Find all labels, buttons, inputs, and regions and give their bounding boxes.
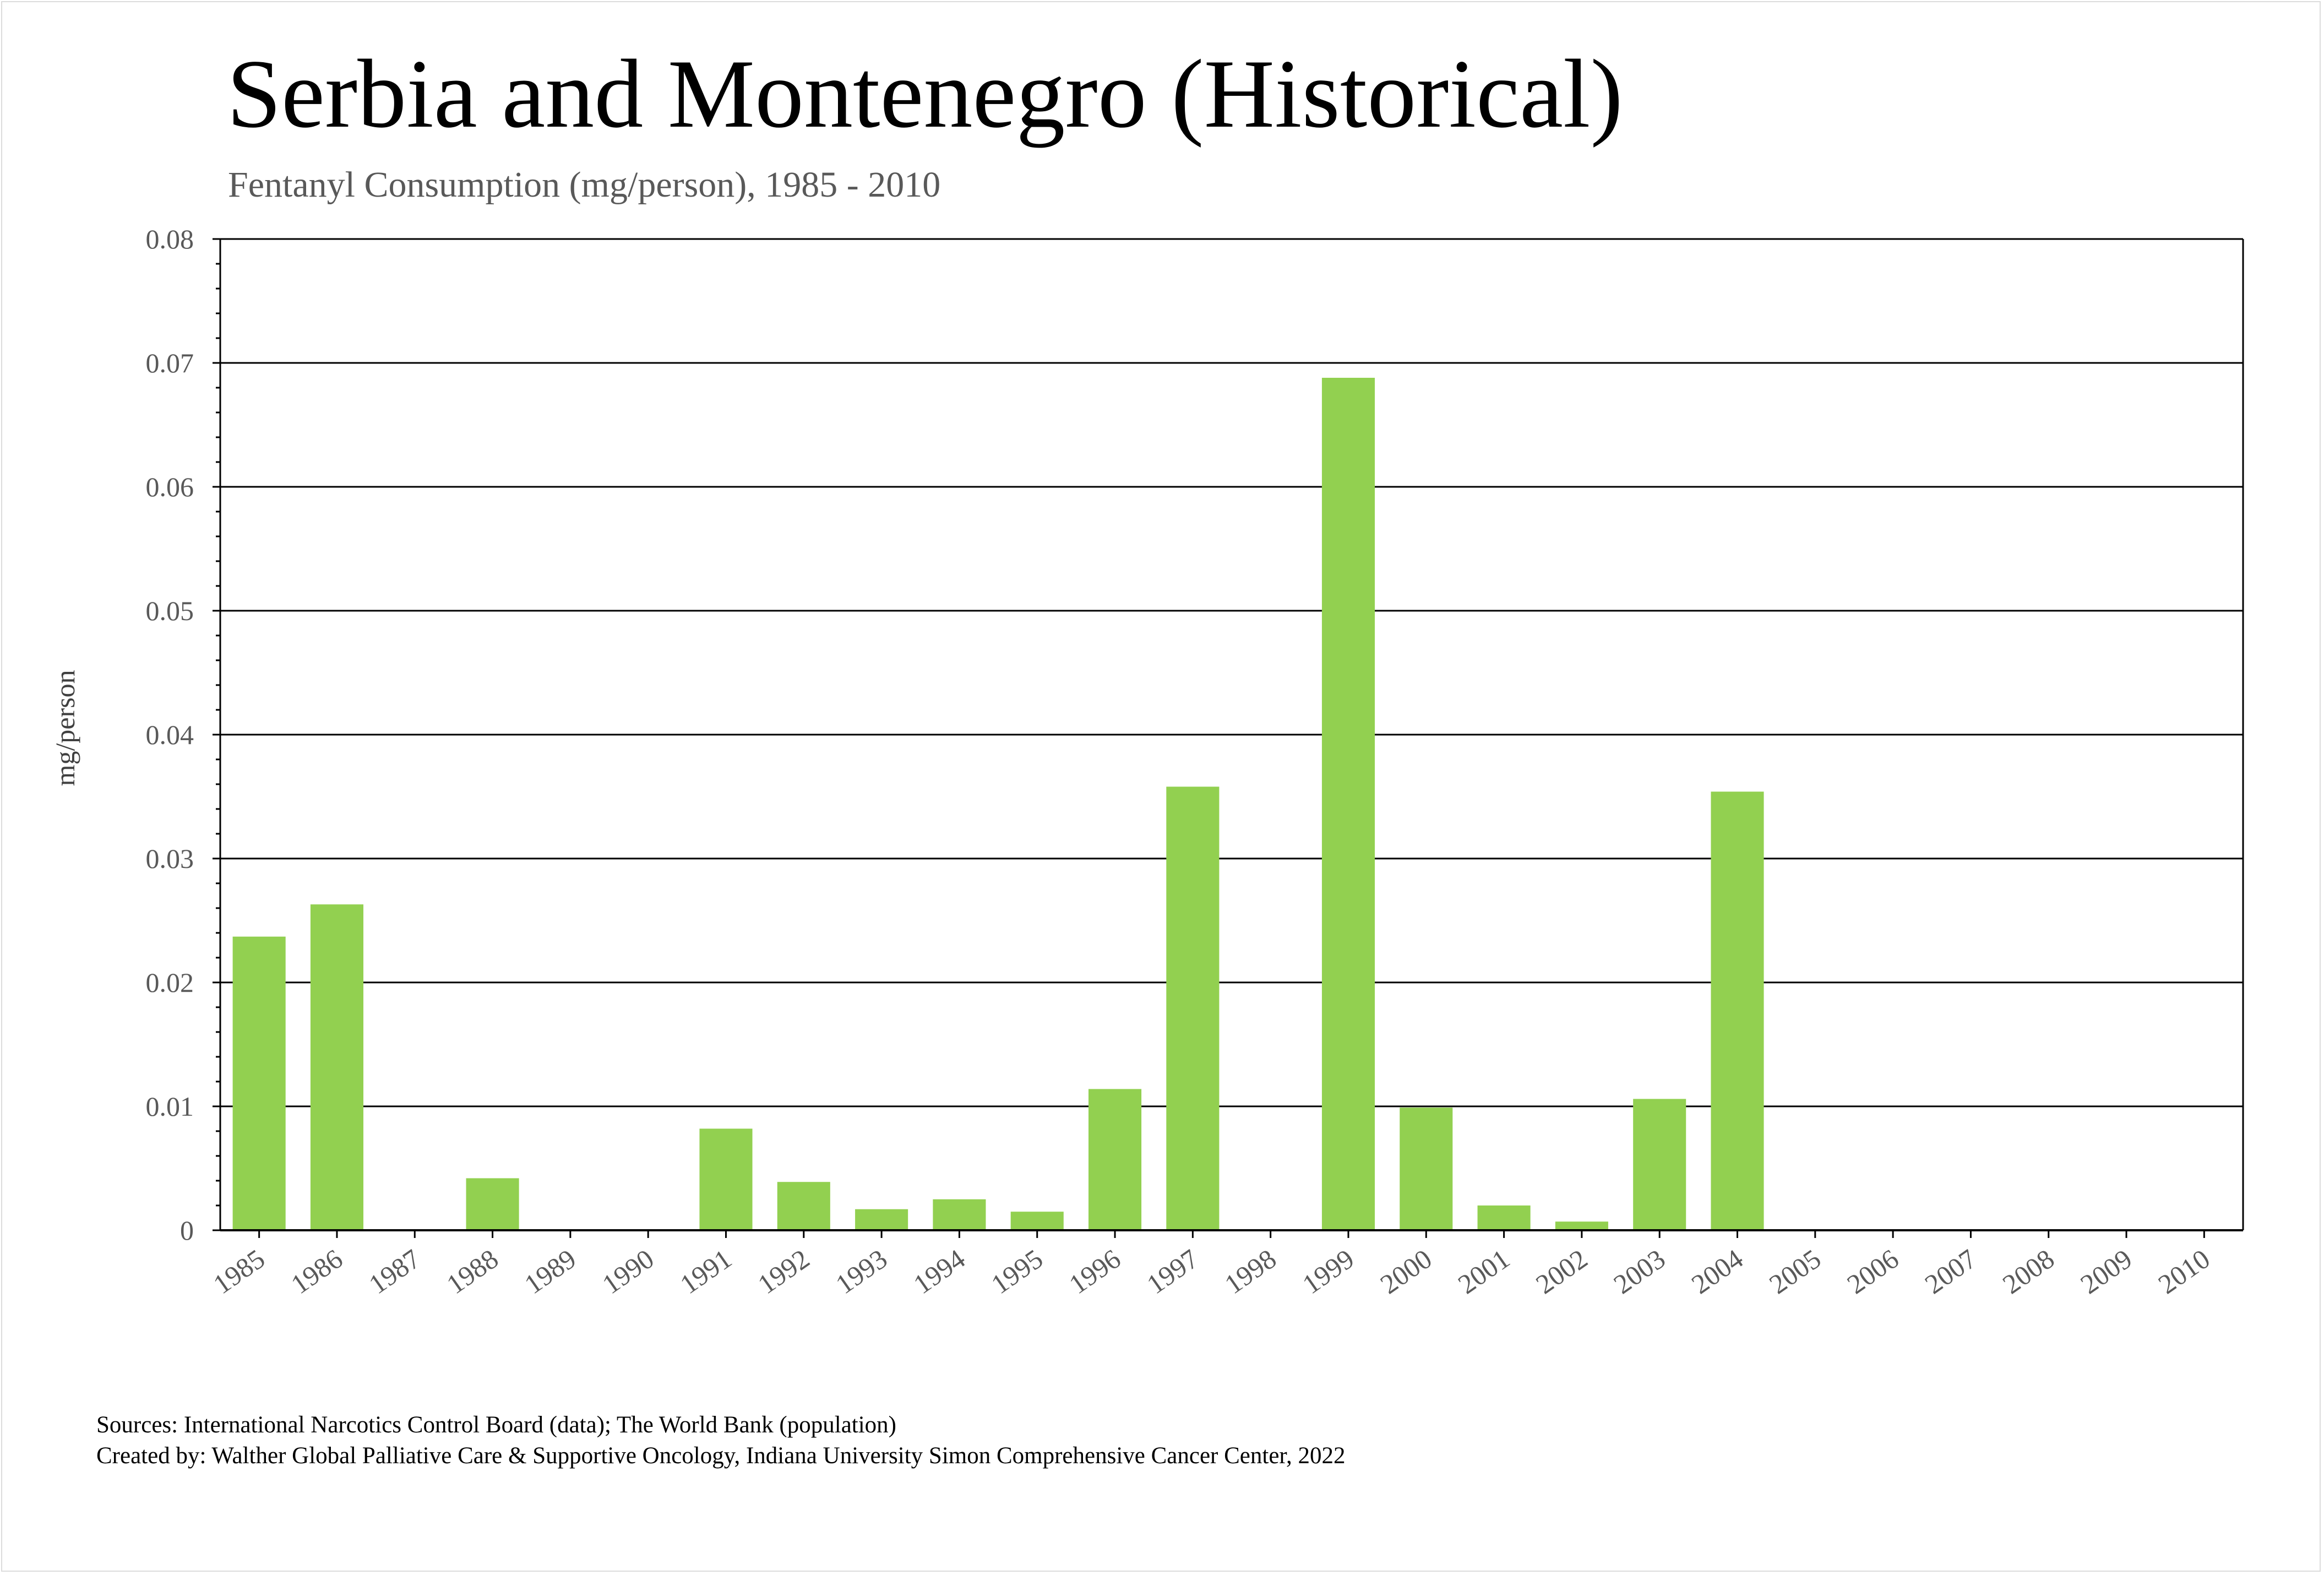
bar-2004 <box>1711 791 1764 1230</box>
bar-1994 <box>933 1199 986 1230</box>
bar-2003 <box>1633 1099 1686 1230</box>
bar-1991 <box>699 1128 753 1230</box>
x-tick-label: 2004 <box>1686 1243 1749 1300</box>
chart-title: Serbia and Montenegro (Historical) <box>227 39 1623 148</box>
bars <box>232 378 1764 1230</box>
y-tick-label: 0.07 <box>146 347 194 378</box>
chart-subtitle: Fentanyl Consumption (mg/person), 1985 -… <box>228 165 941 205</box>
x-tick-label: 1996 <box>1063 1243 1126 1300</box>
bar-1993 <box>855 1209 908 1230</box>
bar-2000 <box>1400 1107 1453 1230</box>
x-tick-label: 2008 <box>1997 1243 2060 1300</box>
bar-1996 <box>1088 1089 1142 1230</box>
y-tick-label: 0.08 <box>146 224 194 254</box>
x-tick-label: 1987 <box>363 1243 426 1300</box>
y-tick-label: 0 <box>180 1215 194 1246</box>
x-tick-label: 2001 <box>1452 1243 1515 1300</box>
bar-1995 <box>1010 1212 1064 1230</box>
y-tick-label: 0.01 <box>146 1091 194 1122</box>
bar-1988 <box>466 1178 519 1230</box>
bar-2001 <box>1477 1205 1531 1230</box>
axes <box>213 238 2244 1238</box>
y-tick-label: 0.04 <box>146 719 194 750</box>
x-tick-label: 1991 <box>674 1243 737 1300</box>
x-tick-label: 1992 <box>752 1243 815 1300</box>
x-tick-label: 1990 <box>596 1243 659 1300</box>
x-tick-label: 2002 <box>1530 1243 1593 1300</box>
x-tick-label: 1985 <box>208 1243 270 1300</box>
x-tick-label: 1994 <box>908 1243 971 1300</box>
x-tick-label: 1993 <box>830 1243 892 1300</box>
x-tick-label: 1998 <box>1219 1243 1282 1300</box>
sources-text: Sources: International Narcotics Control… <box>96 1412 896 1438</box>
y-tick-labels: 0 0.01 0.02 0.03 0.04 0.05 0.06 0.07 0.08 <box>146 224 194 1246</box>
x-tick-label: 2010 <box>2153 1243 2216 1300</box>
gridlines <box>220 238 2243 1107</box>
created-by-text: Created by: Walther Global Palliative Ca… <box>96 1443 1346 1469</box>
bar-1985 <box>232 936 286 1230</box>
x-tick-labels: 1985 1986 1987 1988 1989 1990 1991 1992 1993 1994… <box>208 1243 2216 1300</box>
bar-1999 <box>1321 378 1375 1230</box>
bar-2002 <box>1555 1221 1608 1230</box>
bar-1992 <box>777 1182 830 1230</box>
x-tick-label: 2006 <box>1841 1243 1904 1300</box>
y-tick-label: 0.05 <box>146 595 194 626</box>
x-tick-label: 1988 <box>441 1243 504 1300</box>
y-tick-label: 0.06 <box>146 471 194 502</box>
x-tick-label: 2005 <box>1764 1243 1826 1300</box>
bar-1986 <box>310 904 364 1230</box>
x-tick-label: 1986 <box>285 1243 348 1300</box>
y-tick-label: 0.03 <box>146 843 194 874</box>
x-tick-label: 2000 <box>1375 1243 1438 1300</box>
x-tick-label: 2007 <box>1919 1243 1982 1300</box>
footer-notes: Sources: International Narcotics Control… <box>96 1410 1346 1471</box>
y-tick-label: 0.02 <box>146 967 194 998</box>
bar-1997 <box>1166 786 1220 1230</box>
x-tick-label: 1997 <box>1141 1243 1204 1300</box>
y-axis-title: mg/person <box>50 670 80 786</box>
x-tick-label: 1999 <box>1297 1243 1359 1300</box>
x-tick-label: 1995 <box>986 1243 1048 1300</box>
x-tick-label: 2009 <box>2075 1243 2137 1300</box>
x-tick-label: 1989 <box>519 1243 581 1300</box>
x-tick-label: 2003 <box>1608 1243 1670 1300</box>
